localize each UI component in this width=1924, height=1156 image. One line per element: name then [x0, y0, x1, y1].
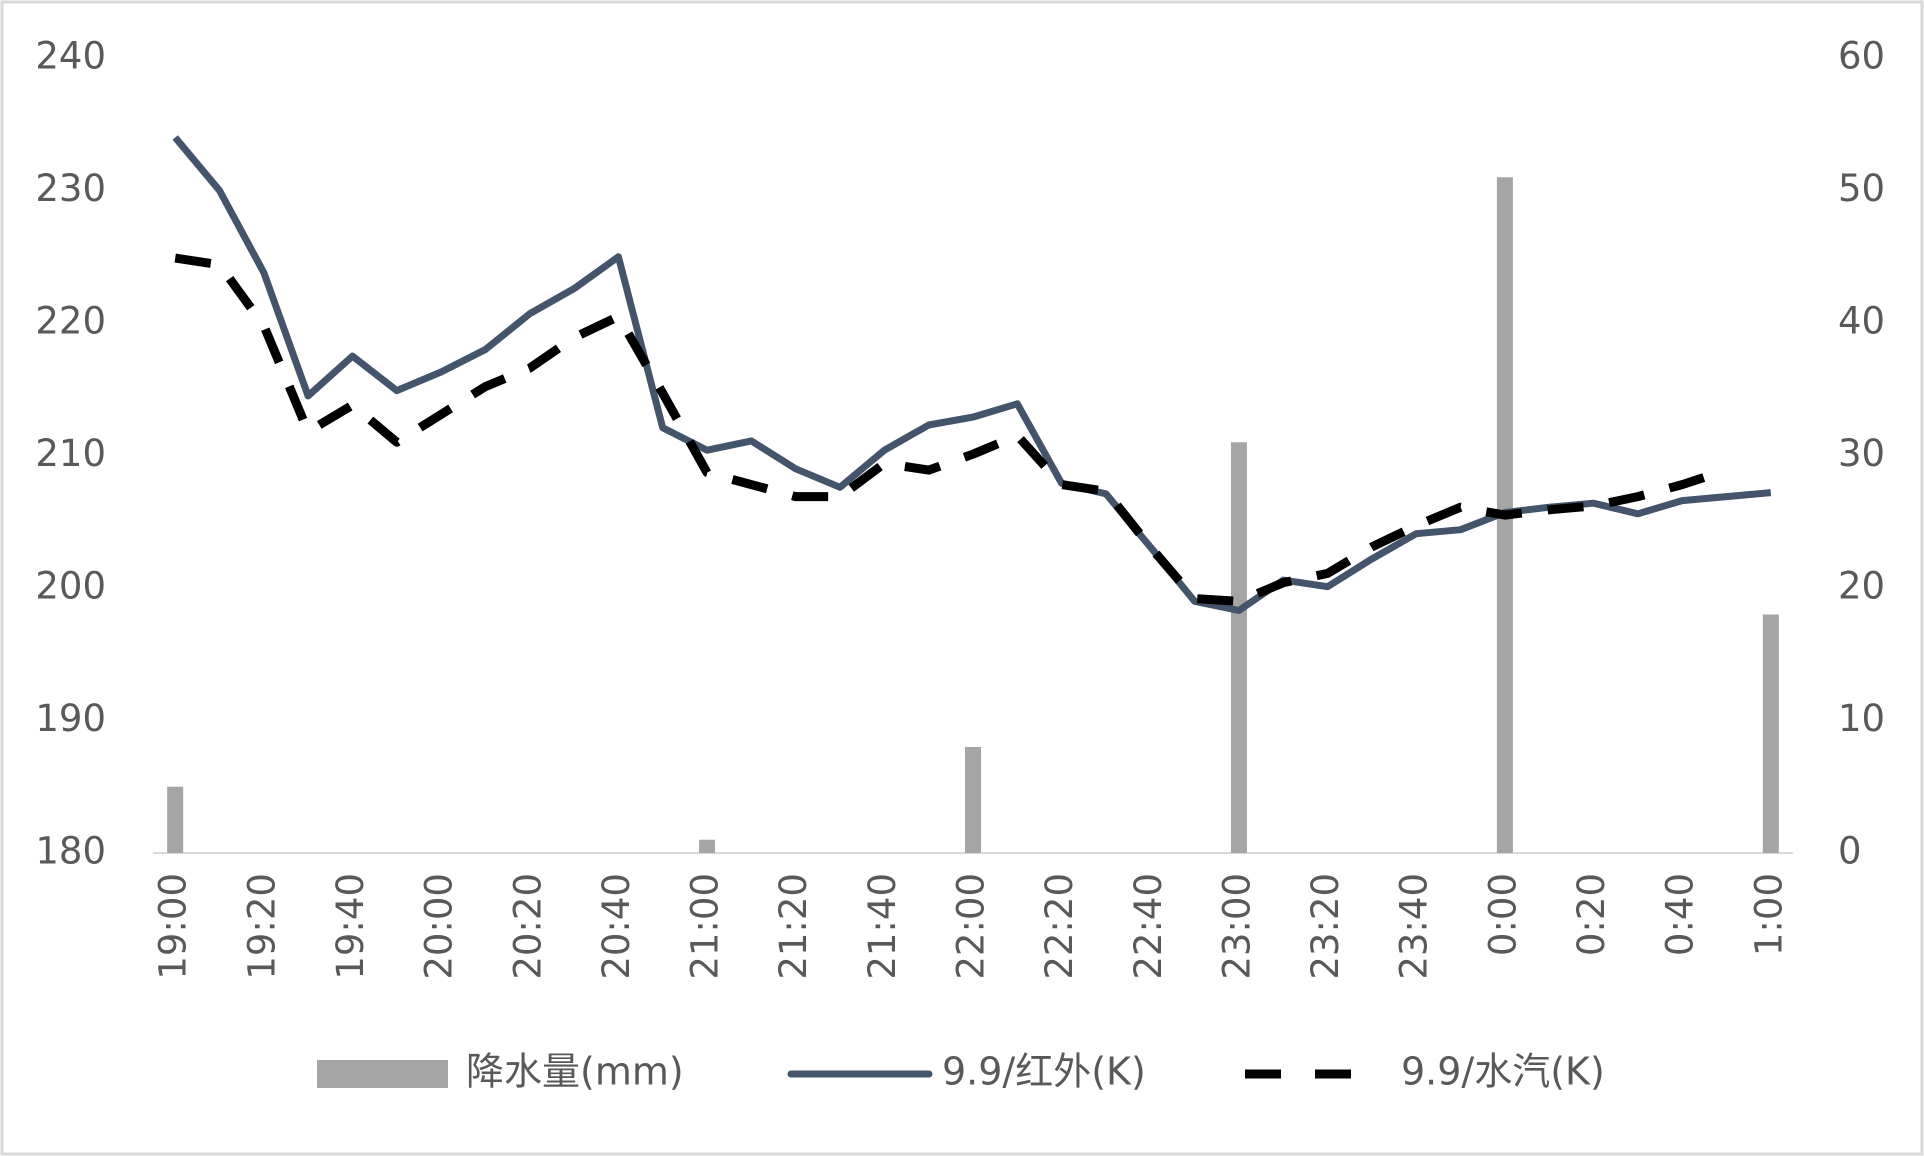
y2-tick-label: 30	[1838, 432, 1885, 475]
x-tick-label: 23:40	[1393, 873, 1436, 980]
x-tick-label: 21:00	[684, 873, 727, 980]
y-tick-label: 200	[35, 565, 106, 608]
y2-tick-label: 40	[1838, 300, 1885, 343]
x-tick-label: 23:20	[1304, 873, 1347, 980]
x-tick-label: 0:20	[1570, 873, 1613, 956]
x-tick-label: 19:40	[329, 873, 372, 980]
x-tick-label: 1:00	[1747, 873, 1790, 956]
x-tick-label: 22:20	[1038, 873, 1081, 980]
x-tick-label: 23:00	[1215, 873, 1258, 980]
y-tick-label: 240	[35, 35, 106, 78]
y2-tick-label: 60	[1838, 35, 1885, 78]
x-tick-label: 21:40	[861, 873, 904, 980]
bar	[965, 747, 981, 853]
x-tick-label: 0:00	[1481, 873, 1524, 956]
x-tick-label: 20:40	[595, 873, 638, 980]
x-tick-label: 19:00	[152, 873, 195, 980]
y-tick-label: 180	[35, 830, 106, 873]
y-tick-label: 220	[35, 300, 106, 343]
y2-tick-label: 50	[1838, 167, 1885, 210]
bar	[167, 786, 184, 853]
x-tick-label: 22:00	[950, 873, 993, 980]
y-tick-label: 230	[35, 167, 106, 210]
legend-label: 9.9/红外(K)	[942, 1050, 1146, 1094]
x-tick-label: 21:20	[772, 873, 815, 980]
y-tick-label: 190	[35, 697, 106, 740]
y-tick-label: 210	[35, 432, 106, 475]
legend-label: 9.9/水汽(K)	[1401, 1050, 1605, 1094]
line-series	[174, 253, 1728, 606]
x-tick-label: 0:40	[1659, 873, 1702, 956]
legend-swatch	[317, 1060, 448, 1088]
x-tick-label: 20:00	[418, 873, 461, 980]
x-tick-label: 20:20	[506, 873, 549, 980]
y2-tick-label: 10	[1838, 697, 1885, 740]
bar	[1230, 442, 1247, 853]
y2-tick-label: 20	[1838, 565, 1885, 608]
y2-tick-label: 0	[1838, 830, 1862, 873]
legend-label: 降水量(mm)	[466, 1050, 684, 1094]
x-tick-label: 19:20	[240, 873, 283, 980]
bar	[1762, 614, 1779, 853]
bar	[699, 839, 716, 853]
x-tick-label: 22:40	[1127, 873, 1170, 980]
